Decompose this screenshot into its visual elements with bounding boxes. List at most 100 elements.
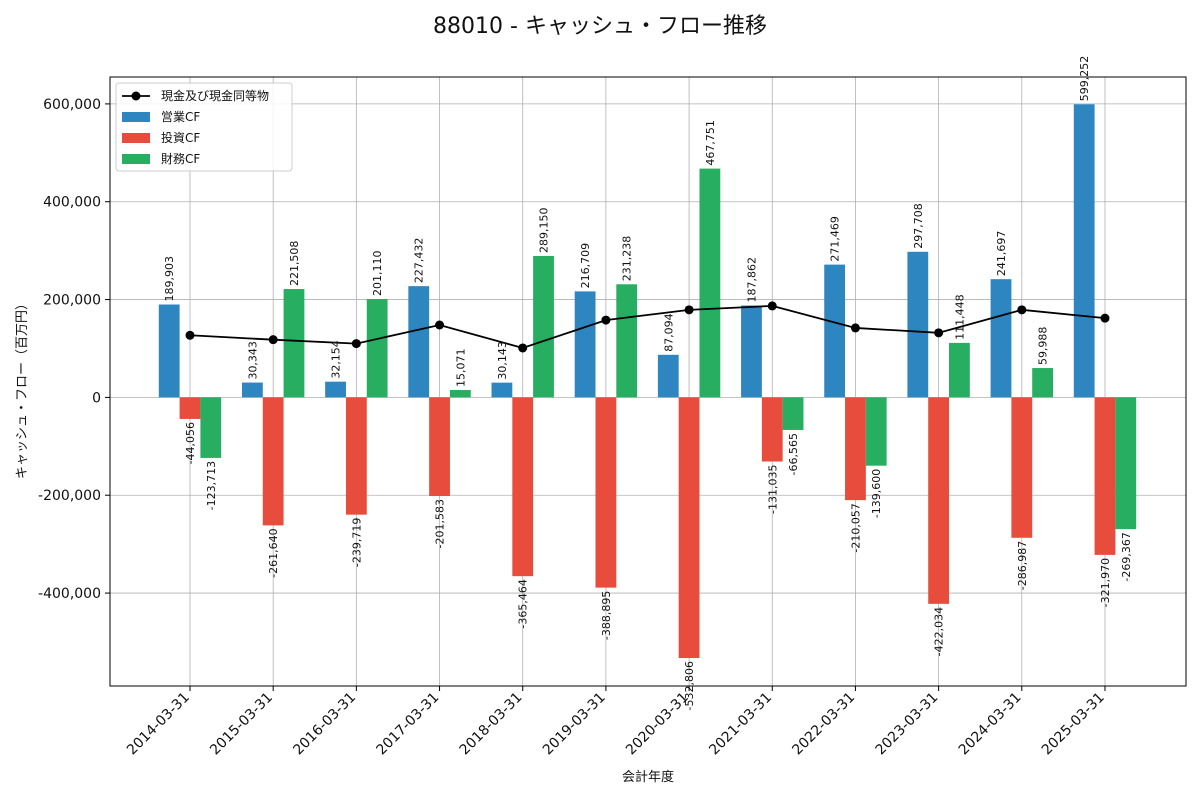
bar-2-2015-03-31 — [262, 397, 284, 526]
cash-point — [268, 335, 278, 345]
x-tick-label: 2025-03-31 — [1039, 690, 1108, 759]
data-label: 221,508 — [288, 241, 301, 287]
y-tick-label: -400,000 — [38, 586, 101, 602]
data-label: -365,464 — [517, 579, 530, 628]
bar-2-2016-03-31 — [345, 397, 367, 515]
data-label: -239,719 — [350, 518, 363, 567]
data-label: -321,970 — [1099, 558, 1112, 607]
legend-box — [115, 82, 293, 172]
legend-label: 財務CF — [161, 151, 200, 166]
bar-3-2019-03-31 — [616, 284, 638, 398]
data-labels: 189,903 30,343 32,154 227,432 30,143 216,709 8… — [163, 56, 1133, 711]
bar-1-2020-03-31 — [657, 354, 679, 398]
data-label: 187,862 — [745, 257, 758, 303]
x-tick-label: 2021-03-31 — [706, 690, 775, 759]
bar-3-2022-03-31 — [865, 397, 887, 466]
y-tick-label: 400,000 — [43, 195, 101, 211]
legend-swatch — [122, 112, 150, 122]
x-tick-label: 2015-03-31 — [207, 690, 276, 759]
data-label: -422,034 — [933, 607, 946, 656]
data-label: -44,056 — [184, 422, 197, 464]
x-tick-label: 2016-03-31 — [290, 690, 359, 759]
legend-label: 投資CF — [161, 130, 200, 145]
cash-point — [435, 320, 445, 330]
bar-1-2017-03-31 — [408, 286, 430, 398]
data-label: 30,143 — [496, 341, 509, 380]
legend-swatch — [122, 133, 150, 143]
bar-2-2025-03-31 — [1094, 397, 1116, 555]
x-tick-label: 2014-03-31 — [124, 690, 193, 759]
data-label: 231,238 — [621, 236, 634, 282]
x-tick-label: 2022-03-31 — [789, 690, 858, 759]
bar-3-2021-03-31 — [782, 397, 804, 430]
data-label: 189,903 — [163, 256, 176, 302]
data-label: 289,150 — [538, 207, 551, 253]
x-tick-label: 2017-03-31 — [374, 690, 443, 759]
legend-label: 営業CF — [161, 110, 200, 124]
bar-2-2024-03-31 — [1011, 397, 1033, 538]
bar-3-2017-03-31 — [449, 390, 471, 398]
data-label: 30,343 — [246, 341, 259, 380]
x-tick-label: 2019-03-31 — [540, 690, 609, 759]
bar-1-2025-03-31 — [1073, 104, 1095, 398]
cash-point — [351, 339, 361, 349]
cash-point — [1017, 305, 1027, 315]
y-tick-label: -200,000 — [38, 488, 101, 504]
bar-2-2022-03-31 — [845, 397, 866, 501]
x-tick-label: 2024-03-31 — [956, 690, 1025, 759]
bar-1-2014-03-31 — [158, 304, 180, 398]
data-label: 32,154 — [330, 340, 343, 379]
bar-1-2019-03-31 — [574, 291, 596, 398]
bar-2-2018-03-31 — [512, 397, 534, 577]
data-label: -123,713 — [205, 461, 218, 510]
data-label: 15,071 — [454, 349, 467, 388]
plot-frame — [109, 76, 1187, 687]
legend-label: 現金及び現金同等物 — [161, 88, 269, 103]
legend-swatch — [122, 154, 150, 164]
data-label: -286,987 — [1016, 541, 1029, 590]
bar-2-2017-03-31 — [429, 397, 450, 497]
legend-line-marker — [131, 91, 141, 101]
cash-line-path — [189, 305, 1106, 349]
bar-3-2016-03-31 — [366, 299, 388, 398]
bar-2-2014-03-31 — [179, 397, 201, 419]
data-label: 599,252 — [1078, 56, 1091, 102]
bars — [158, 104, 1137, 659]
bar-1-2018-03-31 — [491, 382, 513, 398]
data-label: 59,988 — [1037, 327, 1050, 366]
y-axis-label: キャッシュ・フロー（百万円） — [15, 297, 30, 479]
y-tick-label: 0 — [92, 390, 101, 406]
data-label: -131,035 — [766, 464, 779, 513]
x-tick-label: 2018-03-31 — [457, 690, 526, 759]
cash-line — [185, 301, 1110, 353]
cash-point — [850, 323, 860, 333]
bar-2-2021-03-31 — [761, 397, 783, 462]
data-label: -269,367 — [1120, 532, 1133, 581]
cash-point — [1100, 313, 1110, 323]
cash-point — [684, 305, 694, 315]
bar-2-2019-03-31 — [595, 397, 617, 588]
x-axis-label: 会計年度 — [622, 769, 674, 785]
data-label: -139,600 — [870, 469, 883, 518]
data-label: 111,448 — [953, 294, 966, 340]
data-label: -388,895 — [600, 591, 613, 640]
data-label: 216,709 — [579, 243, 592, 289]
cash-point — [767, 301, 777, 311]
bar-3-2020-03-31 — [699, 168, 721, 398]
bar-3-2018-03-31 — [533, 255, 554, 398]
y-tick-label: 600,000 — [43, 97, 101, 113]
data-label: 467,751 — [704, 120, 717, 166]
bar-3-2023-03-31 — [949, 342, 970, 398]
bar-1-2024-03-31 — [990, 279, 1012, 398]
data-label: 241,697 — [995, 231, 1008, 277]
bar-3-2025-03-31 — [1115, 397, 1137, 530]
data-label: -261,640 — [267, 528, 280, 577]
data-label: 201,110 — [371, 251, 384, 297]
x-tick-label: 2020-03-31 — [623, 690, 692, 759]
cash-point — [185, 330, 195, 340]
y-tick-label: 200,000 — [43, 293, 101, 309]
data-label: -66,565 — [787, 433, 800, 475]
bar-1-2022-03-31 — [824, 264, 846, 398]
